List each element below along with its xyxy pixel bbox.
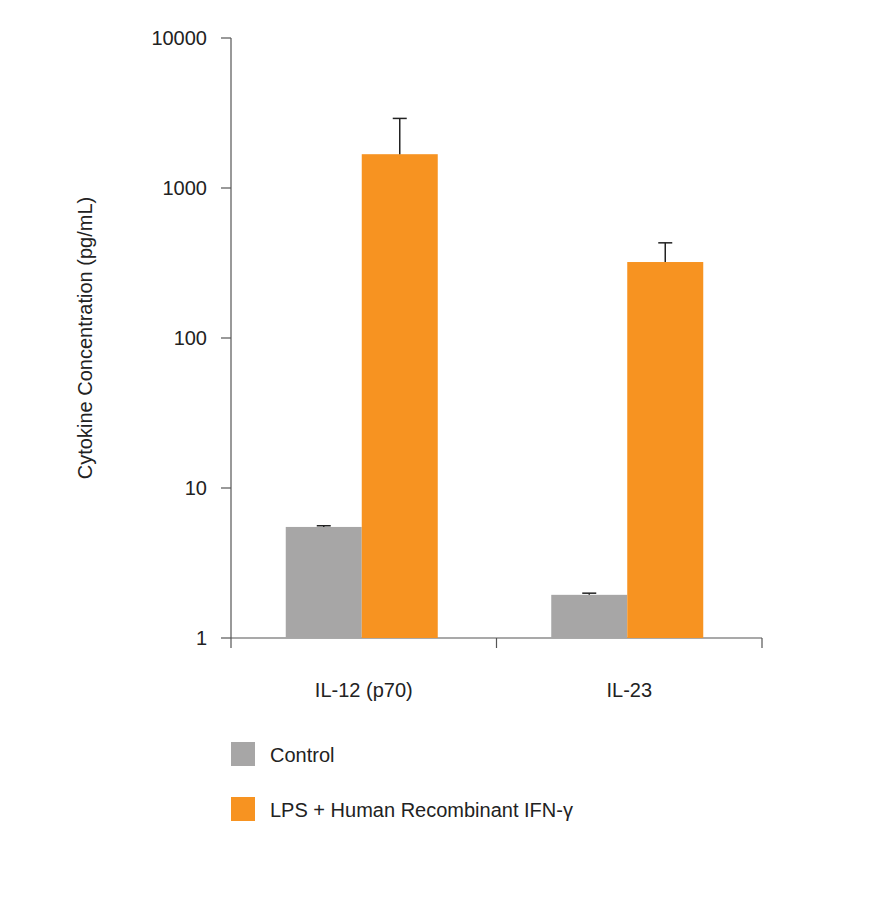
error-cap (582, 592, 596, 594)
legend-swatch (231, 742, 255, 766)
y-tick-label: 100 (174, 327, 207, 349)
y-tick-label: 10000 (151, 27, 207, 49)
y-tick (221, 187, 231, 188)
error-bar (393, 118, 407, 154)
legend-label: LPS + Human Recombinant IFN-γ (270, 799, 573, 821)
y-tick-label: 10 (185, 477, 207, 499)
chart: 1 10 100 1000 10000 Cytokine Concentration (p… (0, 0, 896, 920)
bar (551, 595, 627, 638)
error-cap (658, 242, 672, 244)
error-bar (317, 526, 331, 527)
error-cap (317, 525, 331, 527)
y-axis-label: Cytokine Concentration (pg/mL) (74, 197, 96, 479)
bar (627, 262, 703, 638)
error-stem (665, 243, 667, 262)
error-cap (393, 118, 407, 120)
legend-swatch (231, 797, 255, 821)
bar (362, 154, 438, 638)
error-stem (399, 118, 401, 154)
x-tick-label: IL-23 (606, 679, 652, 701)
x-tick (761, 638, 762, 648)
x-tick (230, 638, 231, 648)
bar (286, 527, 362, 638)
y-tick (221, 37, 231, 38)
error-bar (582, 593, 596, 595)
x-tick-label: IL-12 (p70) (315, 679, 413, 701)
x-tick (496, 638, 497, 648)
y-tick (221, 637, 231, 638)
y-tick-label: 1000 (163, 177, 208, 199)
legend-label: Control (270, 744, 334, 766)
y-tick (221, 337, 231, 338)
y-tick (221, 487, 231, 488)
y-tick-label: 1 (196, 627, 207, 649)
bars (286, 118, 704, 638)
error-bar (658, 243, 672, 262)
